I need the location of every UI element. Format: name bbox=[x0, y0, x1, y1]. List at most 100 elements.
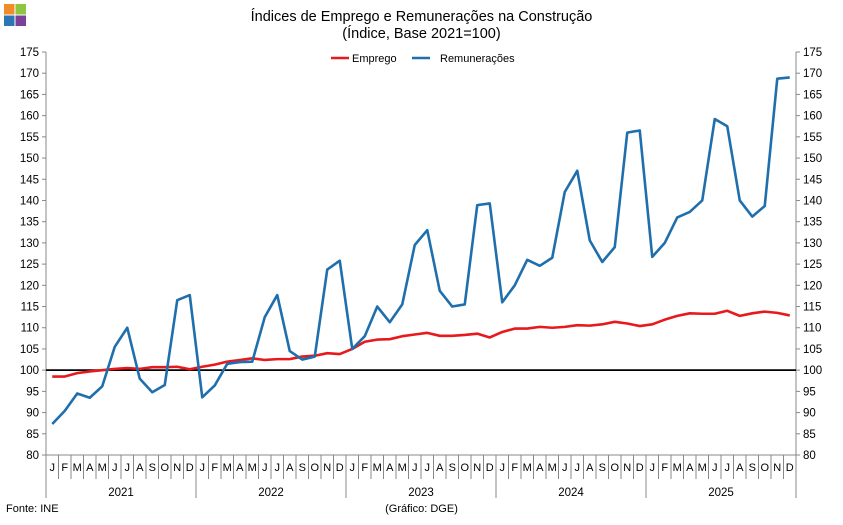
y-tick-label-right: 115 bbox=[803, 302, 821, 314]
y-tick-label-right: 140 bbox=[803, 195, 822, 207]
y-tick-label-left: 85 bbox=[26, 429, 39, 441]
month-tick-label: N bbox=[773, 462, 781, 474]
month-tick-label: J bbox=[725, 462, 731, 474]
year-tick-label: 2024 bbox=[558, 487, 584, 499]
month-tick-label: A bbox=[686, 462, 694, 474]
y-tick-label-left: 175 bbox=[20, 47, 39, 59]
y-tick-label-left: 115 bbox=[21, 302, 39, 314]
year-tick-label: 2021 bbox=[108, 487, 134, 499]
month-tick-label: N bbox=[473, 462, 481, 474]
series-line-emprego bbox=[52, 309, 791, 378]
y-tick-label-right: 100 bbox=[803, 365, 822, 377]
month-tick-label: A bbox=[436, 462, 444, 474]
month-tick-label: J bbox=[125, 462, 131, 474]
month-tick-label: J bbox=[650, 462, 656, 474]
month-tick-label: J bbox=[262, 462, 268, 474]
y-tick-label-left: 90 bbox=[26, 408, 39, 420]
month-tick-label: O bbox=[160, 462, 169, 474]
y-tick-label-right: 145 bbox=[803, 174, 822, 186]
month-tick-label: A bbox=[386, 462, 394, 474]
y-tick-label-right: 125 bbox=[803, 259, 822, 271]
month-tick-label: N bbox=[623, 462, 631, 474]
y-tick-label-right: 120 bbox=[803, 280, 822, 292]
y-tick-label-left: 170 bbox=[20, 68, 39, 80]
month-tick-label: S bbox=[299, 462, 306, 474]
month-tick-label: J bbox=[425, 462, 431, 474]
month-tick-label: F bbox=[361, 462, 368, 474]
month-tick-label: M bbox=[248, 462, 257, 474]
y-tick-label-left: 135 bbox=[20, 217, 39, 229]
month-tick-label: N bbox=[323, 462, 331, 474]
month-tick-label: F bbox=[61, 462, 68, 474]
month-tick-label: D bbox=[336, 462, 344, 474]
month-tick-label: M bbox=[673, 462, 682, 474]
month-tick-label: A bbox=[236, 462, 244, 474]
month-tick-label: D bbox=[636, 462, 644, 474]
month-tick-label: M bbox=[373, 462, 382, 474]
y-tick-label-right: 150 bbox=[803, 153, 822, 165]
y-tick-label-left: 155 bbox=[20, 132, 39, 144]
month-tick-label: S bbox=[599, 462, 606, 474]
y-tick-label-left: 125 bbox=[20, 259, 39, 271]
month-tick-label: J bbox=[200, 462, 206, 474]
month-tick-label: S bbox=[449, 462, 456, 474]
y-tick-label-left: 160 bbox=[20, 111, 39, 123]
y-tick-label-right: 85 bbox=[803, 429, 816, 441]
y-tick-label-left: 110 bbox=[21, 323, 39, 335]
legend-label-0: Emprego bbox=[352, 53, 397, 65]
month-tick-label: J bbox=[412, 462, 418, 474]
month-tick-label: M bbox=[548, 462, 557, 474]
month-tick-label: M bbox=[73, 462, 82, 474]
y-tick-label-right: 165 bbox=[803, 89, 822, 101]
year-tick-label: 2023 bbox=[408, 487, 434, 499]
y-tick-label-right: 80 bbox=[803, 450, 816, 462]
month-tick-label: A bbox=[286, 462, 294, 474]
y-tick-label-left: 145 bbox=[20, 174, 39, 186]
y-tick-label-right: 105 bbox=[803, 344, 822, 356]
month-tick-label: A bbox=[736, 462, 744, 474]
month-tick-label: M bbox=[698, 462, 707, 474]
month-tick-label: F bbox=[661, 462, 668, 474]
month-tick-label: D bbox=[186, 462, 194, 474]
y-tick-label-right: 90 bbox=[803, 408, 816, 420]
y-tick-label-left: 130 bbox=[20, 238, 39, 250]
source-note: Fonte: INE bbox=[6, 503, 59, 515]
month-tick-label: M bbox=[523, 462, 532, 474]
month-tick-label: M bbox=[98, 462, 107, 474]
month-tick-label: D bbox=[486, 462, 494, 474]
y-tick-label-right: 155 bbox=[803, 132, 822, 144]
dge-logo bbox=[4, 4, 26, 26]
chart-title: Índices de Emprego e Remunerações na Con… bbox=[250, 9, 593, 25]
month-tick-label: J bbox=[712, 462, 718, 474]
y-tick-label-right: 135 bbox=[803, 217, 822, 229]
y-tick-label-right: 170 bbox=[803, 68, 822, 80]
chart-credit: (Gráfico: DGE) bbox=[385, 503, 458, 515]
month-tick-label: J bbox=[275, 462, 281, 474]
month-tick-label: J bbox=[575, 462, 581, 474]
month-tick-label: M bbox=[398, 462, 407, 474]
y-tick-label-right: 110 bbox=[803, 323, 821, 335]
y-tick-label-right: 175 bbox=[803, 47, 822, 59]
y-tick-label-left: 150 bbox=[20, 153, 39, 165]
year-tick-label: 2022 bbox=[258, 487, 284, 499]
y-tick-label-left: 120 bbox=[20, 280, 39, 292]
month-tick-label: J bbox=[500, 462, 506, 474]
month-tick-label: S bbox=[749, 462, 756, 474]
month-tick-label: F bbox=[211, 462, 218, 474]
y-tick-label-left: 165 bbox=[20, 89, 39, 101]
chart-subtitle: (Índice, Base 2021=100) bbox=[342, 26, 501, 42]
month-tick-label: O bbox=[760, 462, 769, 474]
legend-label-1: Remunerações bbox=[440, 53, 515, 65]
month-tick-label: M bbox=[223, 462, 232, 474]
month-tick-label: O bbox=[460, 462, 469, 474]
month-tick-label: O bbox=[610, 462, 619, 474]
y-tick-label-right: 130 bbox=[803, 238, 822, 250]
y-tick-label-left: 105 bbox=[20, 344, 39, 356]
y-tick-label-left: 95 bbox=[26, 386, 39, 398]
month-tick-label: D bbox=[786, 462, 794, 474]
month-tick-label: F bbox=[511, 462, 518, 474]
month-tick-label: A bbox=[136, 462, 144, 474]
month-tick-label: S bbox=[149, 462, 156, 474]
month-tick-label: J bbox=[350, 462, 356, 474]
